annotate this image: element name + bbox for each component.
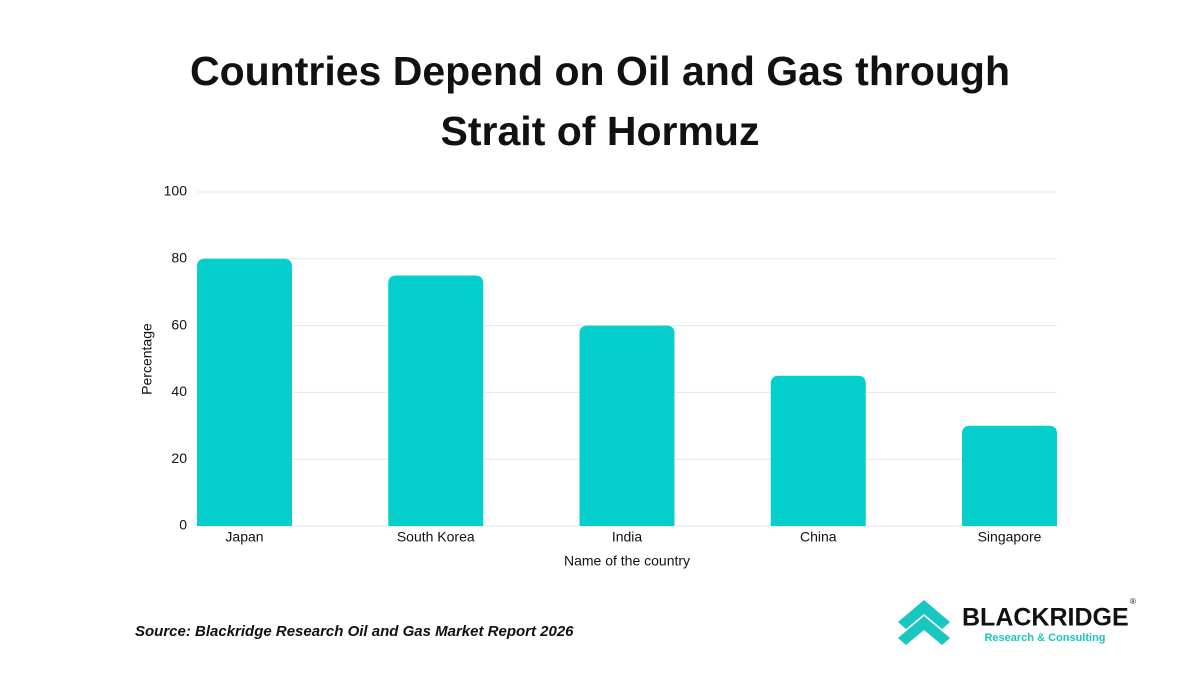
chart-title: Countries Depend on Oil and Gas through	[190, 48, 1010, 94]
bar	[579, 325, 675, 526]
y-tick-label: 60	[171, 316, 187, 332]
bar	[770, 375, 866, 526]
x-tick-label: South Korea	[397, 529, 475, 545]
logo-registered: ®	[1130, 597, 1136, 606]
y-tick-label: 20	[171, 450, 187, 466]
logo: BLACKRIDGE ® Research & Consulting	[898, 597, 1136, 645]
y-tick-label: 100	[164, 183, 188, 199]
y-tick-label: 0	[179, 517, 187, 533]
logo-tagline: Research & Consulting	[984, 632, 1105, 644]
x-tick-label: Japan	[225, 529, 263, 545]
x-tick-label: India	[612, 529, 643, 545]
bar	[962, 425, 1057, 526]
bar	[388, 275, 484, 526]
x-tick-label: China	[800, 529, 837, 545]
logo-mark	[898, 616, 950, 645]
logo-name: BLACKRIDGE	[962, 604, 1129, 632]
logo-mark	[898, 600, 950, 629]
chart-title: Strait of Hormuz	[441, 108, 760, 154]
y-axis-label: Percentage	[139, 323, 155, 395]
x-tick-label: Singapore	[978, 529, 1042, 545]
y-tick-label: 40	[171, 383, 187, 399]
source-note: Source: Blackridge Research Oil and Gas …	[135, 623, 574, 640]
x-axis-label: Name of the country	[564, 553, 690, 569]
y-tick-label: 80	[171, 250, 187, 266]
bar	[197, 258, 292, 526]
